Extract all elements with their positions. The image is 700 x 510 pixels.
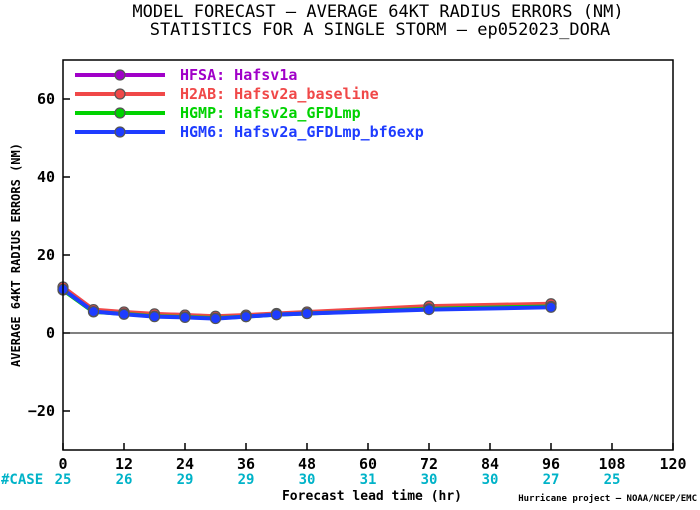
x-tick-label: 120 xyxy=(659,455,686,473)
legend-label: H2AB: Hafsv2a_baseline xyxy=(180,85,379,103)
y-tick-label: −20 xyxy=(28,402,55,420)
case-count: 25 xyxy=(604,472,621,488)
data-point xyxy=(270,309,283,321)
data-point xyxy=(301,307,313,320)
x-tick-label: 72 xyxy=(420,455,438,473)
y-tick-label: 20 xyxy=(37,246,55,264)
x-tick-label: 96 xyxy=(542,455,560,473)
case-count: 29 xyxy=(238,472,255,488)
data-point xyxy=(209,312,222,325)
x-tick-label: 48 xyxy=(298,455,316,473)
x-tick-label: 36 xyxy=(237,455,255,473)
case-count: 30 xyxy=(299,472,316,488)
case-count: 26 xyxy=(116,472,133,488)
y-tick-label: 60 xyxy=(37,90,55,108)
legend-marker xyxy=(114,126,126,138)
data-point xyxy=(118,308,130,320)
data-point xyxy=(179,311,191,323)
legend-label: HFSA: Hafsv1a xyxy=(180,66,297,84)
case-count: 27 xyxy=(543,472,560,488)
x-axis-label: Forecast lead time (hr) xyxy=(282,489,462,504)
case-count: 29 xyxy=(177,472,194,488)
data-point xyxy=(423,304,435,316)
case-count-label: #CASE xyxy=(1,472,43,488)
y-tick-label: 40 xyxy=(37,168,55,186)
y-tick-label: 0 xyxy=(46,324,55,342)
case-count: 25 xyxy=(55,472,72,488)
case-counts: 25 26 29 29 30 31 30 30 27 25 xyxy=(55,472,621,488)
axis-layer: 0 12 24 36 48 60 72 84 96 108 120 −20 0 20 40 60 xyxy=(28,90,687,473)
legend-label: HGMP: Hafsv2a_GFDLmp xyxy=(180,104,361,122)
y-axis-label: AVERAGE 64KT RADIUS ERRORS (NM) xyxy=(9,143,23,367)
credit-text: Hurricane project – NOAA/NCEP/EMC xyxy=(518,493,697,504)
data-point xyxy=(148,311,161,323)
legend-label: HGM6: Hafsv2a_GFDLmp_bf6exp xyxy=(180,123,424,141)
data-point xyxy=(87,305,100,318)
x-tick-label: 108 xyxy=(598,455,625,473)
x-tick-label: 24 xyxy=(176,455,194,473)
x-tick-label: 0 xyxy=(58,455,67,473)
chart-subtitle: STATISTICS FOR A SINGLE STORM – ep052023… xyxy=(150,20,611,40)
legend-marker xyxy=(114,69,126,81)
x-tick-label: 84 xyxy=(481,455,499,473)
series-layer xyxy=(57,281,557,325)
case-count: 30 xyxy=(482,472,499,488)
x-tick-label: 12 xyxy=(115,455,133,473)
legend-marker xyxy=(114,107,126,119)
case-count: 31 xyxy=(360,472,377,488)
data-point xyxy=(545,301,557,313)
plot-frame xyxy=(62,59,674,451)
chart-title: MODEL FORECAST – AVERAGE 64KT RADIUS ERR… xyxy=(132,2,623,22)
x-tick-label: 60 xyxy=(359,455,377,473)
legend-marker xyxy=(114,88,126,100)
case-count: 30 xyxy=(421,472,438,488)
data-point xyxy=(240,311,252,323)
